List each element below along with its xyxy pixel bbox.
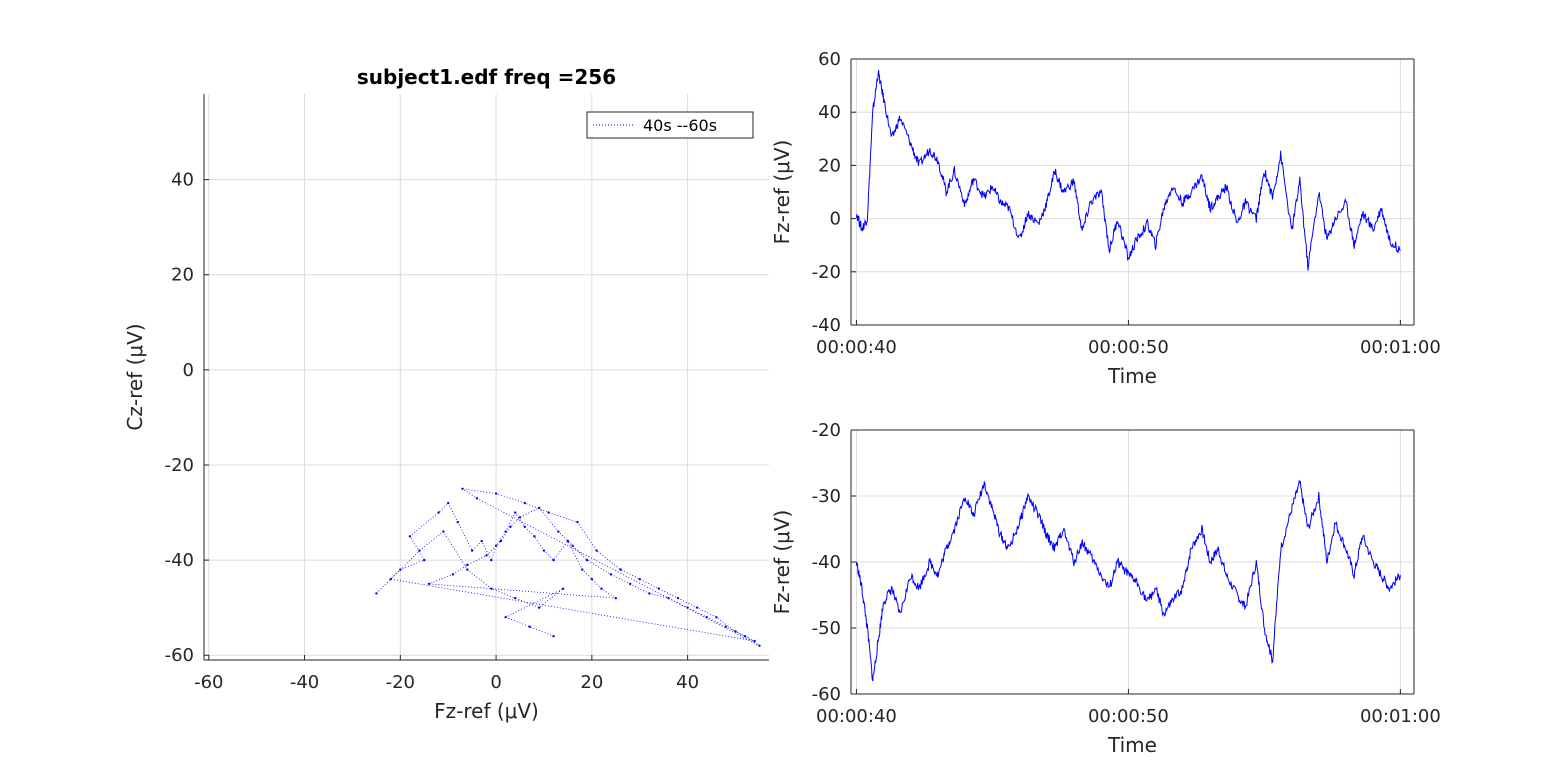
scatter-axes: -60 -40 -20 0 20 40 -60 -40 -20 0 20 40 Fz-ref (μV) C… (123, 65, 769, 723)
scatter-point (375, 592, 378, 595)
chart-title: subject1.edf freq =256 (357, 65, 616, 89)
x-tick-label: -40 (290, 672, 319, 693)
x-tick-label: 00:00:50 (1088, 337, 1169, 358)
x-tick-label: 00:01:00 (1360, 337, 1441, 358)
x-tick-label: 00:00:50 (1088, 706, 1169, 727)
x-axis-label: Time (1107, 733, 1157, 757)
series-line (855, 70, 1401, 271)
x-tick-label: -60 (194, 672, 223, 693)
y-tick-label: -40 (812, 552, 841, 573)
y-tick-label: 0 (183, 360, 194, 381)
x-tick-label: 00:00:40 (816, 337, 897, 358)
scatter-trajectory (376, 488, 760, 647)
y-tick-label: 0 (830, 209, 841, 230)
x-tick-label: 0 (490, 672, 501, 693)
scatter-point (585, 558, 589, 562)
bottom-timeseries-axes: 00:00:40 00:00:50 00:01:00 -60 -50 -40 -30 -20 T… (770, 420, 1441, 757)
x-tick-label: 00:01:00 (1360, 706, 1441, 727)
scatter-point (571, 544, 574, 548)
y-axis-label: Fz-ref (μV) (770, 510, 794, 615)
scatter-point (657, 587, 661, 590)
y-tick-label: -20 (812, 420, 841, 441)
scatter-point (523, 525, 527, 529)
scatter-point (619, 568, 622, 571)
scatter-point (427, 582, 431, 586)
scatter-point (499, 539, 503, 543)
scatter-point (528, 625, 531, 628)
x-axis-label: Time (1107, 364, 1157, 388)
y-tick-label: 20 (818, 155, 841, 176)
x-tick-label: 20 (580, 672, 603, 693)
y-tick-label: -40 (812, 315, 841, 336)
y-tick-label: 40 (818, 102, 841, 123)
scatter-point (561, 587, 565, 590)
y-tick-label: 20 (171, 265, 194, 286)
y-tick-label: -50 (812, 618, 841, 639)
y-tick-label: -30 (812, 486, 841, 507)
y-tick-label: -60 (812, 684, 841, 705)
scatter-point (552, 558, 555, 562)
series-line (855, 479, 1401, 682)
y-tick-label: -20 (812, 262, 841, 283)
top-timeseries-axes: 00:00:40 00:00:50 00:01:00 -40 -20 0 20 40 60 Tim… (770, 49, 1441, 388)
x-tick-label: 00:00:40 (816, 706, 897, 727)
x-tick-label: 40 (676, 672, 699, 693)
x-tick-label: -20 (386, 672, 415, 693)
x-axis-label: Fz-ref (μV) (434, 699, 539, 723)
y-tick-label: 60 (818, 49, 841, 70)
y-tick-label: -20 (165, 455, 194, 476)
legend-label: 40s --60s (643, 116, 717, 135)
y-tick-label: 40 (171, 170, 194, 191)
y-tick-label: -40 (165, 550, 194, 571)
scatter-point (758, 644, 761, 647)
y-axis-label: Fz-ref (μV) (770, 140, 794, 245)
y-tick-label: -60 (165, 645, 194, 666)
scatter-point (552, 635, 555, 638)
y-axis-label: Cz-ref (μV) (123, 323, 147, 430)
